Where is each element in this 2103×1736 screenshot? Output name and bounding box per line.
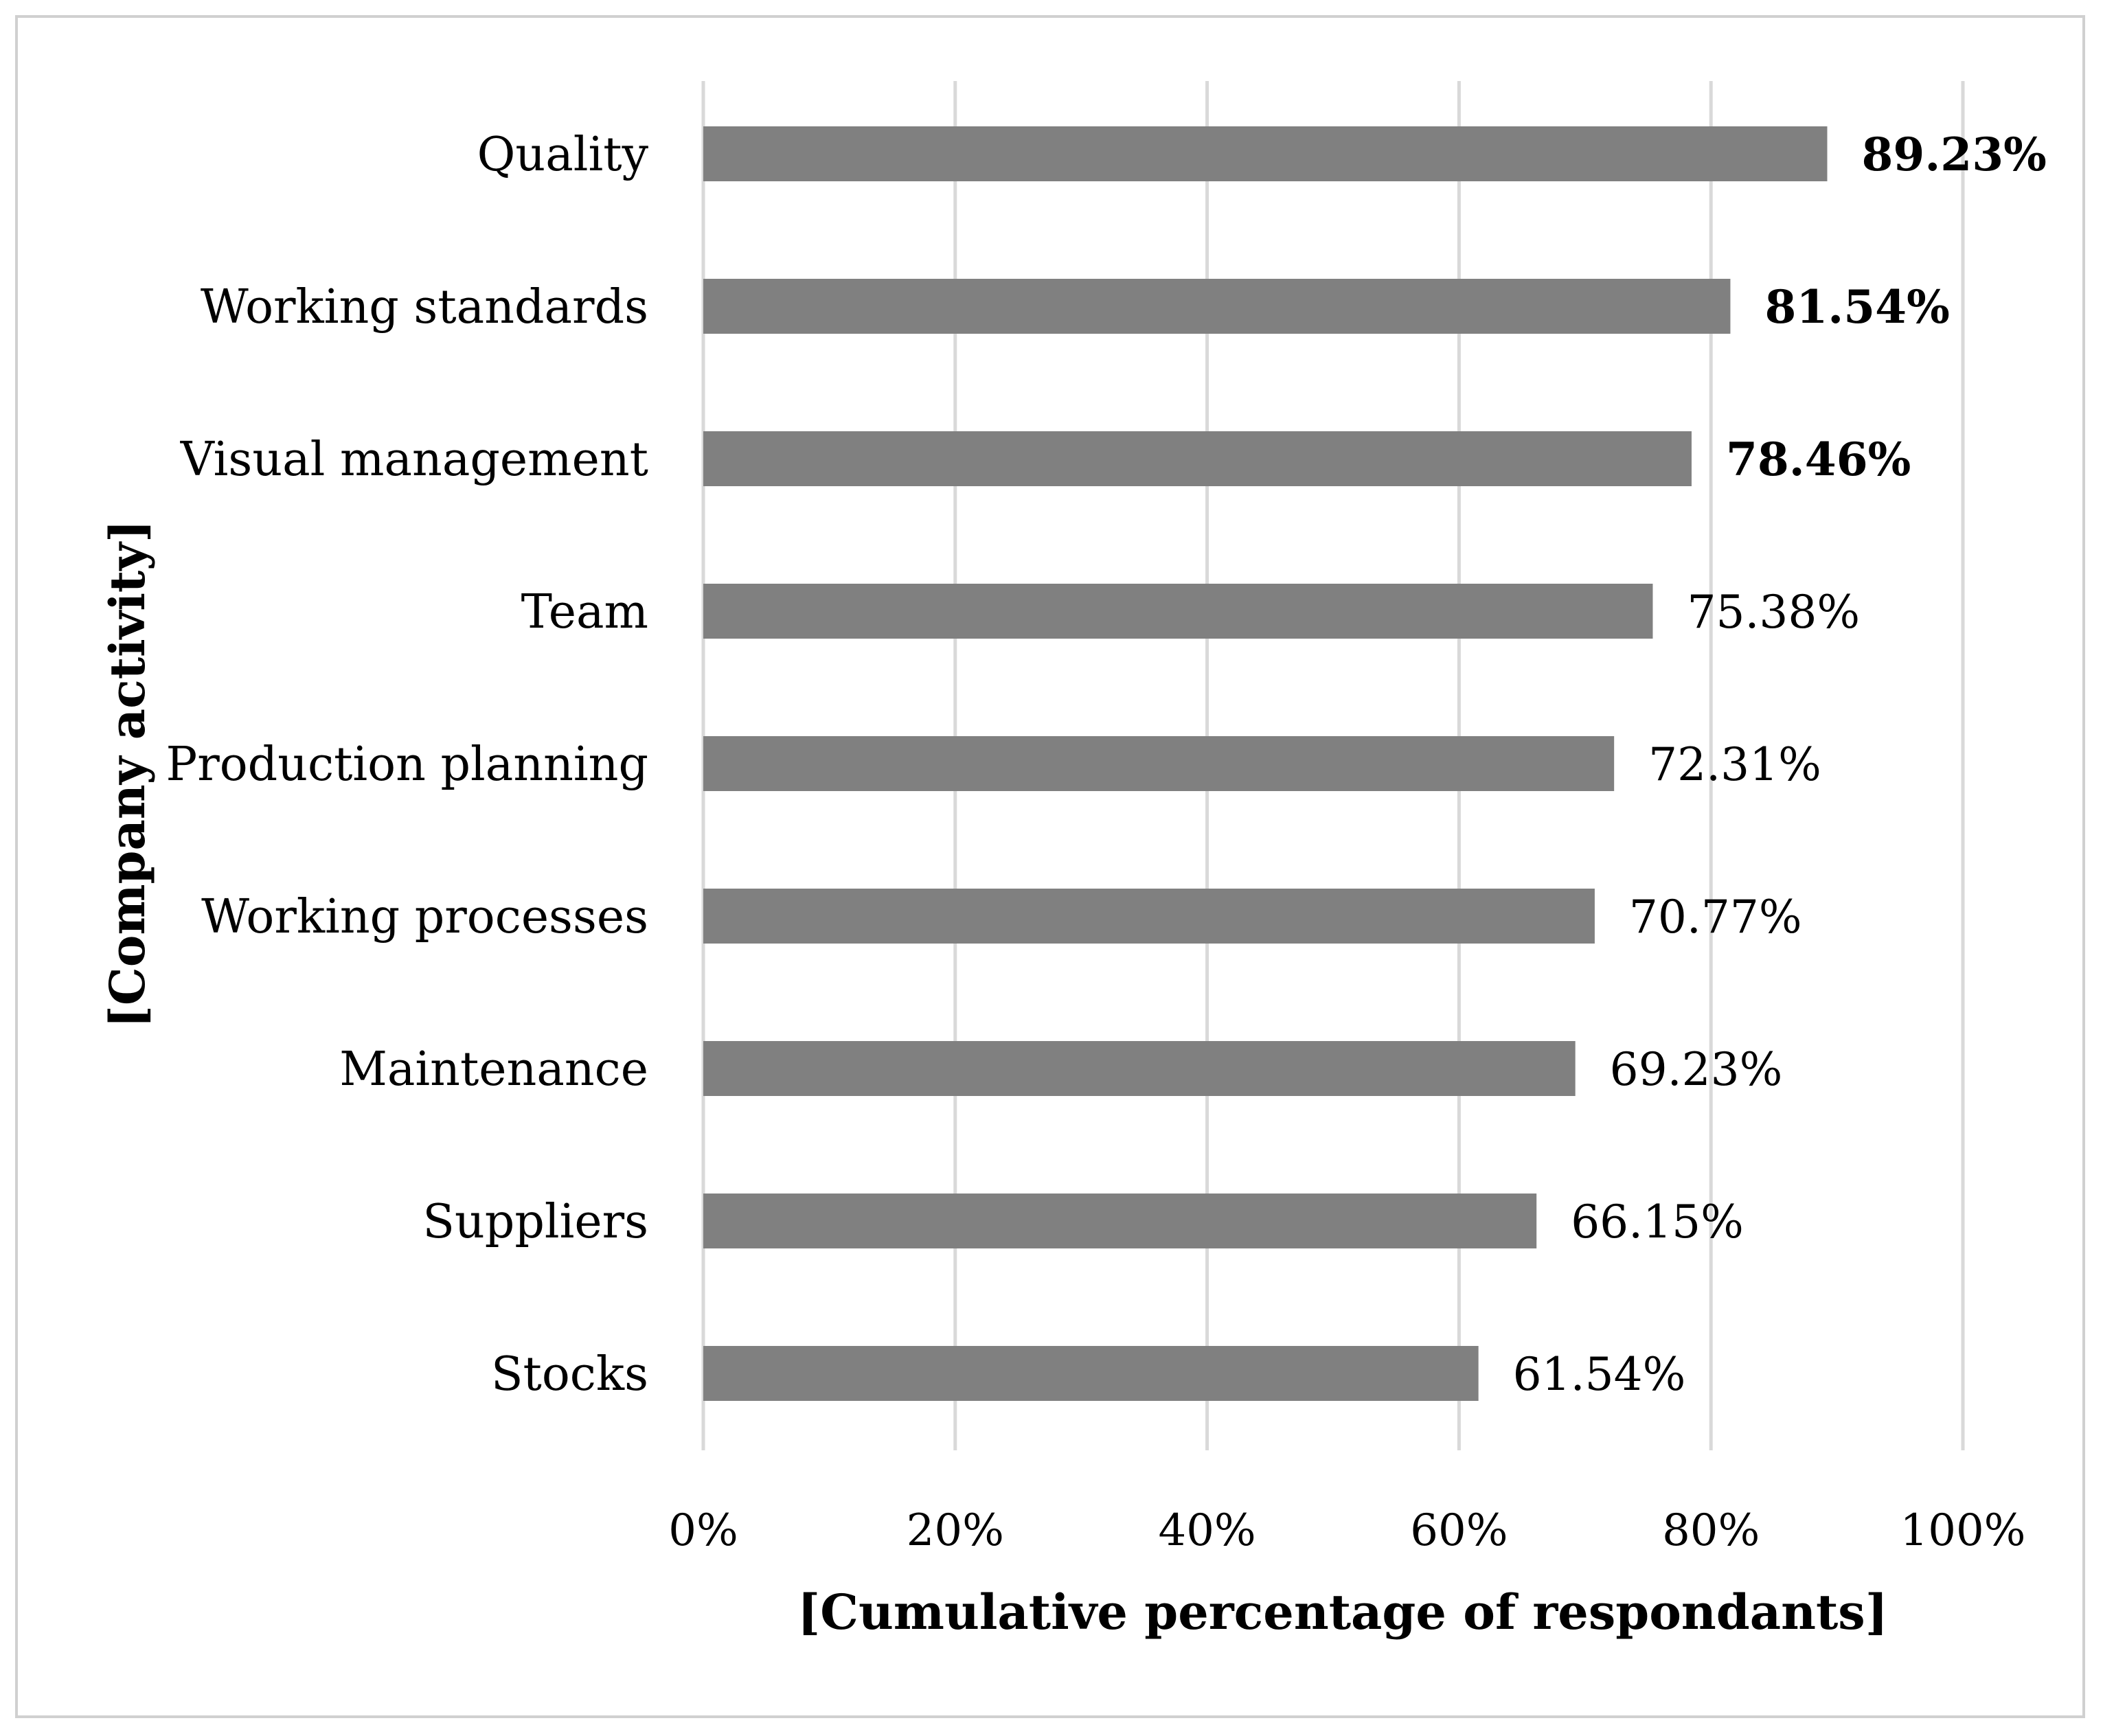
x-tick-label: 100%: [1900, 1505, 2026, 1556]
data-label: 70.77%: [1629, 891, 1802, 944]
category-label: Suppliers: [422, 1195, 648, 1249]
x-axis-title: [Cumulative percentage of respondants]: [797, 1584, 1888, 1641]
x-tick-label: 60%: [1410, 1505, 1508, 1556]
data-label: 69.23%: [1610, 1043, 1783, 1096]
bar: [703, 889, 1595, 944]
category-label: Working standards: [201, 280, 648, 334]
bar: [703, 431, 1692, 486]
category-label: Quality: [477, 128, 649, 182]
data-label: 78.46%: [1726, 433, 1911, 486]
x-tick-label: 80%: [1662, 1505, 1760, 1556]
labels: 0% 20% 40% 60% 80% 100% Quality 89.23% Working s…: [166, 128, 2046, 1556]
category-label: Team: [521, 585, 648, 639]
data-label: 61.54%: [1513, 1348, 1686, 1401]
bars: [703, 126, 1828, 1401]
data-label: 89.23%: [1861, 128, 2046, 181]
bar: [703, 1346, 1479, 1401]
x-tick-label: 40%: [1158, 1505, 1255, 1556]
category-label: Production planning: [166, 738, 648, 792]
data-label: 72.31%: [1648, 738, 1821, 791]
category-label: Maintenance: [339, 1042, 648, 1097]
data-label: 81.54%: [1764, 280, 1949, 334]
data-label: 66.15%: [1571, 1196, 1744, 1248]
x-tick-label: 20%: [907, 1505, 1004, 1556]
bar: [703, 584, 1653, 639]
bar: [703, 736, 1615, 791]
bar: [703, 279, 1731, 334]
category-label: Stocks: [491, 1347, 648, 1402]
category-label: Working processes: [201, 890, 648, 944]
bar: [703, 1041, 1576, 1096]
bar: [703, 1194, 1537, 1248]
x-tick-label: 0%: [668, 1505, 738, 1556]
y-axis-title: [Company activity]: [99, 520, 156, 1028]
data-label: 75.38%: [1687, 586, 1860, 639]
category-label: Visual management: [180, 433, 648, 487]
bar: [703, 126, 1828, 181]
